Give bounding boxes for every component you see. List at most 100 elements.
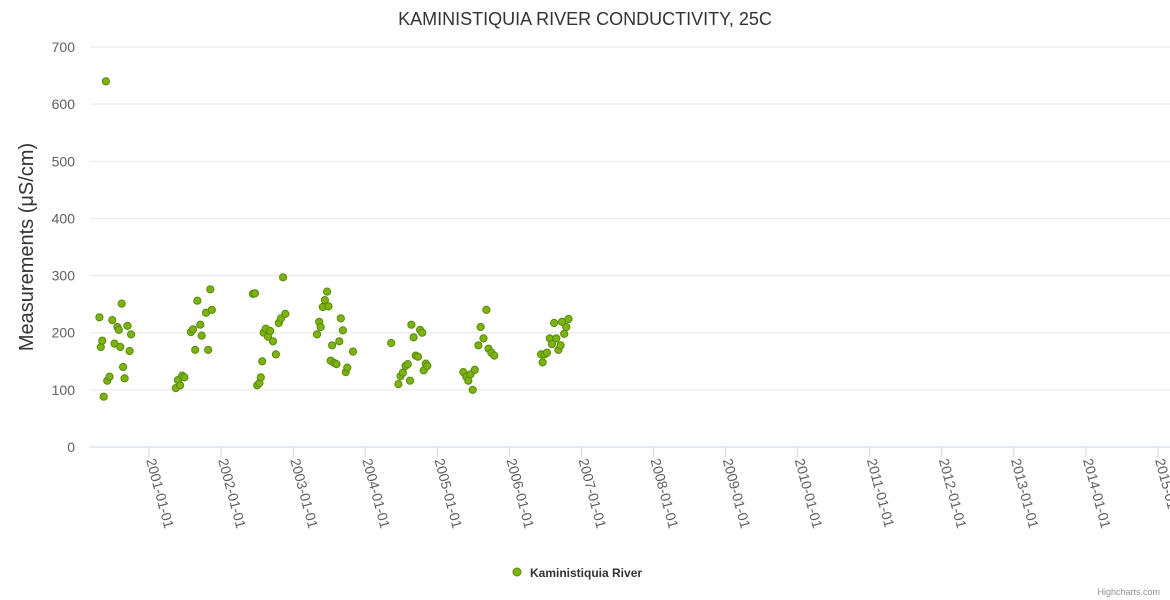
x-tick-label: 2015-01-01 xyxy=(1152,457,1170,531)
data-point[interactable] xyxy=(258,357,267,366)
data-point[interactable] xyxy=(204,345,213,354)
data-point[interactable] xyxy=(176,381,185,390)
x-axis-ticks: 2001-01-01 2002-01-01 2003-01-01 2004-01-01… xyxy=(143,447,1170,530)
y-tick-label: 100 xyxy=(52,382,76,398)
data-point[interactable] xyxy=(191,345,200,354)
data-point[interactable] xyxy=(557,317,567,326)
data-point[interactable] xyxy=(105,372,114,381)
y-tick-label: 0 xyxy=(67,439,75,455)
y-tick-label: 500 xyxy=(52,153,76,169)
legend-label[interactable]: Kaministiquia River xyxy=(530,566,642,580)
data-point[interactable] xyxy=(101,77,111,86)
legend-marker[interactable] xyxy=(512,567,522,577)
data-point[interactable] xyxy=(468,385,477,394)
data-point[interactable] xyxy=(196,320,205,329)
data-point[interactable] xyxy=(405,376,415,385)
data-point[interactable] xyxy=(117,299,126,308)
data-point[interactable] xyxy=(335,337,344,346)
data-point[interactable] xyxy=(193,296,202,305)
data-point[interactable] xyxy=(95,313,104,322)
chart-title: KAMINISTIQUIA RIVER CONDUCTIVITY, 25C xyxy=(398,9,772,29)
data-point[interactable] xyxy=(343,363,352,372)
data-point[interactable] xyxy=(338,326,347,335)
data-point[interactable] xyxy=(323,287,332,296)
data-point[interactable] xyxy=(108,316,117,325)
x-tick-label: 2006-01-01 xyxy=(504,457,538,531)
data-point[interactable] xyxy=(125,346,134,356)
data-point[interactable] xyxy=(547,340,557,349)
data-point[interactable] xyxy=(114,325,123,334)
data-point[interactable] xyxy=(398,368,407,377)
data-point[interactable] xyxy=(550,318,559,328)
x-tick-label: 2014-01-01 xyxy=(1080,457,1114,531)
data-point[interactable] xyxy=(316,322,325,332)
data-point[interactable] xyxy=(98,336,107,345)
data-point[interactable] xyxy=(123,321,132,330)
data-point[interactable] xyxy=(332,360,341,369)
data-point[interactable] xyxy=(476,322,485,332)
data-point[interactable] xyxy=(279,273,288,282)
data-point[interactable] xyxy=(99,392,108,401)
data-point[interactable] xyxy=(348,347,358,356)
data-point[interactable] xyxy=(407,320,416,329)
data-point[interactable] xyxy=(116,342,125,352)
data-point[interactable] xyxy=(562,322,571,332)
y-tick-label: 200 xyxy=(52,325,76,341)
data-points xyxy=(95,77,573,401)
data-point[interactable] xyxy=(189,325,198,334)
data-point[interactable] xyxy=(418,328,427,337)
data-point[interactable] xyxy=(409,333,418,342)
data-point[interactable] xyxy=(564,314,573,324)
data-point[interactable] xyxy=(312,330,322,339)
y-axis-label: Measurements (μS/cm) xyxy=(16,143,38,351)
data-point[interactable] xyxy=(423,361,432,370)
data-point[interactable] xyxy=(281,309,290,318)
x-tick-label: 2002-01-01 xyxy=(215,457,249,531)
legend[interactable]: Kaministiquia River xyxy=(512,566,642,580)
data-point[interactable] xyxy=(336,314,345,323)
x-tick-label: 2010-01-01 xyxy=(792,457,826,531)
data-point[interactable] xyxy=(474,341,483,350)
data-point[interactable] xyxy=(470,365,479,374)
data-point[interactable] xyxy=(324,302,333,311)
data-point[interactable] xyxy=(556,341,565,350)
data-point[interactable] xyxy=(560,329,569,338)
x-tick-label: 2007-01-01 xyxy=(576,457,610,531)
data-point[interactable] xyxy=(403,360,412,369)
data-point[interactable] xyxy=(328,341,337,350)
data-point[interactable] xyxy=(266,326,275,336)
data-point[interactable] xyxy=(119,362,128,372)
x-tick-label: 2013-01-01 xyxy=(1008,457,1042,531)
x-tick-label: 2005-01-01 xyxy=(431,457,465,531)
y-tick-label: 700 xyxy=(52,39,76,55)
x-tick-label: 2009-01-01 xyxy=(720,457,754,531)
data-point[interactable] xyxy=(127,330,136,339)
data-point[interactable] xyxy=(271,350,280,359)
data-point[interactable] xyxy=(250,289,260,298)
data-point[interactable] xyxy=(479,334,488,343)
x-tick-label: 2003-01-01 xyxy=(287,457,321,531)
x-tick-label: 2011-01-01 xyxy=(864,457,898,530)
data-point[interactable] xyxy=(206,285,215,294)
y-axis-ticks: 0 100 200 300 400 500 600 700 xyxy=(52,39,76,455)
data-point[interactable] xyxy=(268,337,278,346)
y-tick-label: 300 xyxy=(52,268,76,284)
data-point[interactable] xyxy=(320,296,329,305)
data-point[interactable] xyxy=(197,331,206,340)
data-point[interactable] xyxy=(542,348,552,357)
data-point[interactable] xyxy=(482,305,491,314)
data-point[interactable] xyxy=(552,334,561,343)
data-point[interactable] xyxy=(413,352,422,361)
data-point[interactable] xyxy=(120,374,129,383)
data-point[interactable] xyxy=(538,358,547,367)
y-tick-label: 600 xyxy=(52,96,76,112)
data-point[interactable] xyxy=(180,373,189,382)
data-point[interactable] xyxy=(207,305,216,314)
data-point[interactable] xyxy=(394,380,403,389)
data-point[interactable] xyxy=(256,373,265,382)
data-point[interactable] xyxy=(490,351,499,360)
credits-link[interactable]: Highcharts.com xyxy=(1097,587,1160,597)
data-point[interactable] xyxy=(387,338,396,348)
